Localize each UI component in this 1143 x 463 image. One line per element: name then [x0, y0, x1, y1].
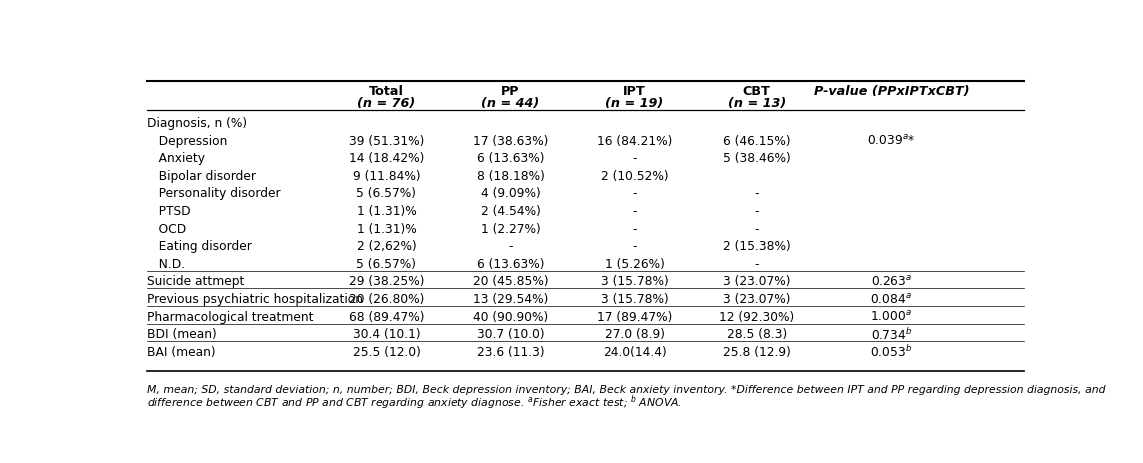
Text: Personality disorder: Personality disorder	[147, 187, 281, 200]
Text: 1 (1.31)%: 1 (1.31)%	[357, 222, 416, 235]
Text: (n = 13): (n = 13)	[728, 97, 786, 110]
Text: 2 (15.38%): 2 (15.38%)	[722, 240, 791, 253]
Text: 14 (18.42%): 14 (18.42%)	[349, 152, 424, 165]
Text: -: -	[632, 240, 637, 253]
Text: 29 (38.25%): 29 (38.25%)	[349, 275, 424, 288]
Text: Bipolar disorder: Bipolar disorder	[147, 169, 256, 182]
Text: (n = 44): (n = 44)	[481, 97, 539, 110]
Text: 6 (46.15%): 6 (46.15%)	[722, 134, 791, 147]
Text: Diagnosis, n (%): Diagnosis, n (%)	[147, 117, 247, 130]
Text: 25.5 (12.0): 25.5 (12.0)	[352, 345, 421, 358]
Text: 6 (13.63%): 6 (13.63%)	[477, 257, 544, 270]
Text: 24.0(14.4): 24.0(14.4)	[602, 345, 666, 358]
Text: 20 (26.80%): 20 (26.80%)	[349, 293, 424, 306]
Text: 1 (1.31)%: 1 (1.31)%	[357, 205, 416, 218]
Text: 1.000$^{a}$: 1.000$^{a}$	[871, 310, 912, 324]
Text: 0.734$^{b}$: 0.734$^{b}$	[871, 326, 912, 342]
Text: -: -	[754, 187, 759, 200]
Text: PTSD: PTSD	[147, 205, 191, 218]
Text: -: -	[632, 187, 637, 200]
Text: 17 (89.47%): 17 (89.47%)	[597, 310, 672, 323]
Text: 12 (92.30%): 12 (92.30%)	[719, 310, 794, 323]
Text: (n = 76): (n = 76)	[358, 97, 416, 110]
Text: M, mean; SD, standard deviation; n, number; BDI, Beck depression inventory; BAI,: M, mean; SD, standard deviation; n, numb…	[147, 384, 1105, 394]
Text: -: -	[632, 205, 637, 218]
Text: OCD: OCD	[147, 222, 186, 235]
Text: 17 (38.63%): 17 (38.63%)	[473, 134, 549, 147]
Text: 2 (2,62%): 2 (2,62%)	[357, 240, 416, 253]
Text: 23.6 (11.3): 23.6 (11.3)	[477, 345, 544, 358]
Text: 25.8 (12.9): 25.8 (12.9)	[722, 345, 791, 358]
Text: 68 (89.47%): 68 (89.47%)	[349, 310, 424, 323]
Text: 3 (15.78%): 3 (15.78%)	[600, 293, 669, 306]
Text: 9 (11.84%): 9 (11.84%)	[353, 169, 421, 182]
Text: 3 (15.78%): 3 (15.78%)	[600, 275, 669, 288]
Text: -: -	[632, 222, 637, 235]
Text: (n = 19): (n = 19)	[606, 97, 664, 110]
Text: 0.263$^{a}$: 0.263$^{a}$	[871, 275, 912, 288]
Text: 2 (10.52%): 2 (10.52%)	[601, 169, 669, 182]
Text: P-value (PPxIPTxCBT): P-value (PPxIPTxCBT)	[814, 85, 969, 98]
Text: N.D.: N.D.	[147, 257, 185, 270]
Text: IPT: IPT	[623, 85, 646, 98]
Text: Pharmacological treatment: Pharmacological treatment	[147, 310, 314, 323]
Text: 3 (23.07%): 3 (23.07%)	[724, 275, 791, 288]
Text: 3 (23.07%): 3 (23.07%)	[724, 293, 791, 306]
Text: -: -	[754, 205, 759, 218]
Text: 1 (5.26%): 1 (5.26%)	[605, 257, 664, 270]
Text: 8 (18.18%): 8 (18.18%)	[477, 169, 544, 182]
Text: 20 (45.85%): 20 (45.85%)	[473, 275, 549, 288]
Text: 27.0 (8.9): 27.0 (8.9)	[605, 328, 664, 341]
Text: 30.7 (10.0): 30.7 (10.0)	[477, 328, 544, 341]
Text: -: -	[509, 240, 513, 253]
Text: 2 (4.54%): 2 (4.54%)	[480, 205, 541, 218]
Text: 5 (6.57%): 5 (6.57%)	[357, 187, 416, 200]
Text: 4 (9.09%): 4 (9.09%)	[480, 187, 541, 200]
Text: Total: Total	[369, 85, 403, 98]
Text: 5 (38.46%): 5 (38.46%)	[722, 152, 791, 165]
Text: Eating disorder: Eating disorder	[147, 240, 253, 253]
Text: BDI (mean): BDI (mean)	[147, 328, 217, 341]
Text: 5 (6.57%): 5 (6.57%)	[357, 257, 416, 270]
Text: Anxiety: Anxiety	[147, 152, 206, 165]
Text: 28.5 (8.3): 28.5 (8.3)	[727, 328, 786, 341]
Text: 39 (51.31%): 39 (51.31%)	[349, 134, 424, 147]
Text: 0.039$^{a}$*: 0.039$^{a}$*	[868, 134, 916, 148]
Text: -: -	[754, 257, 759, 270]
Text: 13 (29.54%): 13 (29.54%)	[473, 293, 549, 306]
Text: Suicide attmept: Suicide attmept	[147, 275, 245, 288]
Text: 0.053$^{b}$: 0.053$^{b}$	[870, 344, 912, 360]
Text: Depression: Depression	[147, 134, 227, 147]
Text: BAI (mean): BAI (mean)	[147, 345, 216, 358]
Text: -: -	[754, 222, 759, 235]
Text: CBT: CBT	[743, 85, 770, 98]
Text: -: -	[632, 152, 637, 165]
Text: 16 (84.21%): 16 (84.21%)	[597, 134, 672, 147]
Text: 30.4 (10.1): 30.4 (10.1)	[353, 328, 421, 341]
Text: Previous psychiatric hospitalization: Previous psychiatric hospitalization	[147, 293, 363, 306]
Text: PP: PP	[502, 85, 520, 98]
Text: 40 (90.90%): 40 (90.90%)	[473, 310, 549, 323]
Text: 1 (2.27%): 1 (2.27%)	[480, 222, 541, 235]
Text: difference between CBT and PP and CBT regarding anxiety diagnose. $^{a}$Fisher e: difference between CBT and PP and CBT re…	[147, 393, 682, 411]
Text: 6 (13.63%): 6 (13.63%)	[477, 152, 544, 165]
Text: 0.084$^{a}$: 0.084$^{a}$	[871, 292, 912, 306]
